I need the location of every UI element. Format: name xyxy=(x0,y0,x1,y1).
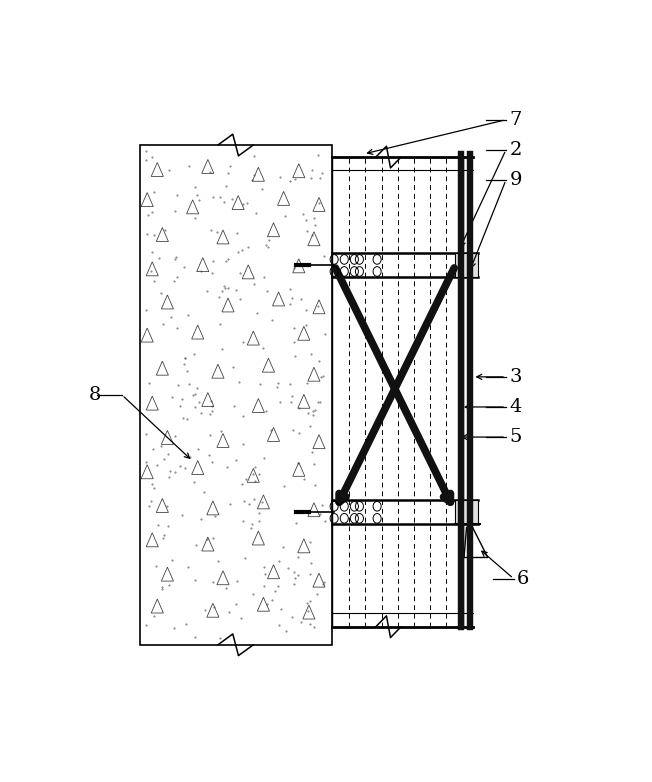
Polygon shape xyxy=(467,151,473,630)
Text: 2: 2 xyxy=(509,141,522,159)
Polygon shape xyxy=(455,253,478,278)
Text: 9: 9 xyxy=(509,171,522,189)
Text: 5: 5 xyxy=(509,428,522,446)
Text: 4: 4 xyxy=(509,398,522,416)
Text: 6: 6 xyxy=(517,569,529,587)
Text: 8: 8 xyxy=(89,386,102,404)
Polygon shape xyxy=(455,500,478,525)
Polygon shape xyxy=(458,151,464,630)
Text: 3: 3 xyxy=(509,368,522,386)
Text: 7: 7 xyxy=(509,111,522,129)
